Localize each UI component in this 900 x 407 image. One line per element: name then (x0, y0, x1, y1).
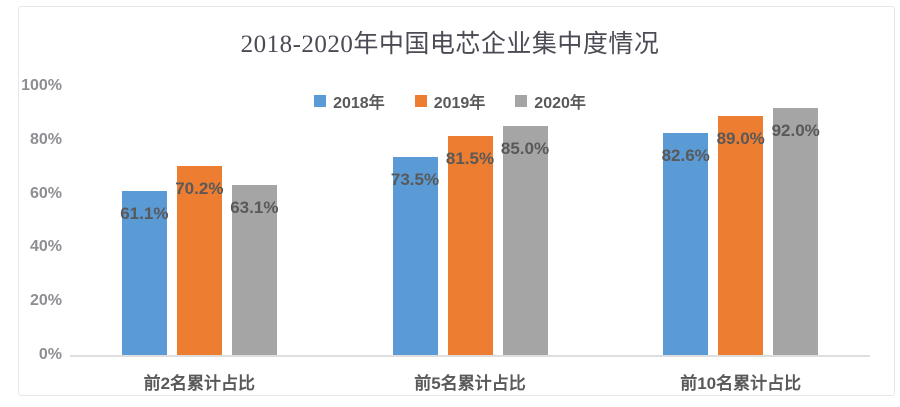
y-axis-tick-label: 0% (38, 346, 62, 363)
bar-2019年: 81.5% (445, 135, 495, 355)
legend-item: 2020年 (515, 89, 586, 113)
data-label: 82.6% (661, 145, 710, 165)
chart-title: 2018-2020年中国电芯企业集中度情况 (240, 31, 660, 58)
category-label: 前10名累计占比 (680, 374, 802, 393)
y-axis-tick-label: 40% (29, 238, 62, 256)
data-label: 63.1% (230, 198, 279, 218)
legend-item: 2018年 (314, 89, 385, 113)
data-label: 89.0% (716, 128, 765, 148)
legend-label: 2020年 (534, 95, 586, 112)
bar-2019年: 70.2% (175, 166, 224, 355)
data-label: 85.0% (500, 139, 550, 159)
legend-item: 2019年 (414, 89, 486, 113)
legend-label: 2018年 (333, 95, 385, 112)
category-label: 前5名累计占比 (414, 374, 526, 393)
bar-group: 61.1% 70.2% 63.1% (64, 86, 335, 355)
plot-area: 61.1% 70.2% 63.1% 73.5% 81.5% 85.0% 82.6% 89.0%… (64, 86, 876, 355)
bar-group: 82.6% 89.0% 92.0% (605, 86, 876, 355)
chart-legend: 2018年 2019年 2020年 (0, 89, 900, 113)
legend-label: 2019年 (433, 95, 486, 112)
y-axis-tick-label: 80% (29, 130, 62, 148)
bar-2020年: 63.1% (230, 185, 279, 355)
bar-2019年: 89.0% (716, 115, 765, 355)
data-label: 92.0% (771, 120, 820, 140)
data-label: 81.5% (445, 148, 495, 168)
y-axis-tick-label: 100% (21, 77, 62, 94)
y-axis-tick-label: 20% (29, 292, 62, 310)
data-label: 70.2% (175, 179, 224, 199)
legend-swatch-icon (414, 95, 427, 107)
y-axis-tick-label: 60% (29, 184, 62, 202)
x-axis-category-labels: 前2名累计占比 前5名累计占比 前10名累计占比 (64, 369, 876, 394)
bar-2020年: 92.0% (771, 107, 820, 355)
legend-swatch-icon (314, 95, 327, 107)
bar-2018年: 73.5% (390, 157, 440, 355)
data-label: 61.1% (120, 203, 169, 223)
bar-group: 73.5% 81.5% 85.0% (335, 86, 606, 355)
bar-2018年: 61.1% (120, 190, 169, 355)
x-axis-line (70, 355, 870, 357)
bar-2018年: 82.6% (661, 132, 710, 355)
data-label: 73.5% (390, 170, 440, 190)
legend-swatch-icon (515, 95, 528, 107)
bar-2020年: 85.0% (500, 126, 550, 355)
category-label: 前2名累计占比 (143, 374, 256, 393)
